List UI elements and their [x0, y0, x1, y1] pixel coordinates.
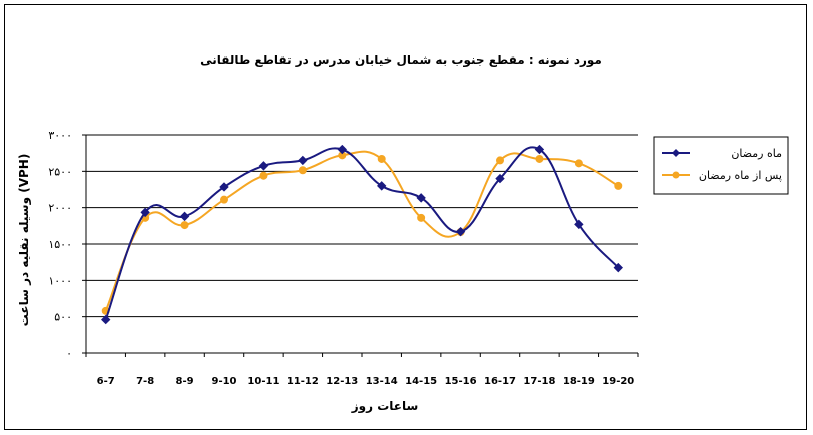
x-tick-label: 19-20: [602, 376, 634, 387]
y-tick-label: ۱۵۰۰: [48, 238, 72, 251]
x-tick-label: 15-16: [445, 376, 477, 387]
data-point: [614, 181, 623, 190]
data-point: [219, 182, 229, 192]
data-point: [258, 161, 269, 171]
x-tick-label: 18-19: [563, 376, 595, 387]
data-point: [416, 193, 426, 203]
data-point: [298, 155, 308, 166]
data-point: [574, 219, 584, 230]
y-tick-label: ۱۰۰۰: [48, 274, 72, 287]
data-point: [574, 159, 583, 168]
x-tick-label: 9-10: [211, 376, 236, 387]
grid-lines: [86, 134, 638, 318]
y-tick-label: ۵۰۰: [54, 311, 72, 324]
x-tick-label: 8-9: [176, 376, 194, 387]
data-point: [179, 211, 190, 222]
data-point: [259, 171, 268, 180]
x-tick-label: 6-7: [97, 376, 115, 387]
x-tick-label: 16-17: [484, 376, 516, 387]
x-tick-label: 17-18: [523, 376, 555, 387]
data-point: [455, 226, 466, 237]
y-tick-labels: ۰ ۵۰۰ ۱۰۰۰ ۱۵۰۰ ۲۰۰۰ ۲۵۰۰ ۳۰۰۰: [48, 129, 86, 360]
y-tick-label: ۰: [66, 347, 72, 360]
x-tick-label: 7-8: [136, 376, 154, 387]
y-tick-label: ۲۰۰۰: [48, 202, 72, 215]
data-point: [101, 314, 111, 325]
data-point: [495, 173, 505, 184]
data-point: [496, 156, 504, 165]
y-tick-label: ۳۰۰۰: [48, 129, 72, 142]
data-point: [220, 195, 228, 204]
legend-marker: [672, 171, 680, 179]
x-tick-label: 12-13: [326, 376, 358, 387]
x-tick-labels: 6-7 7-8 8-9 9-10 10-11 11-12 12-13 13-14 14-15 15…: [85, 353, 639, 387]
data-point: [140, 207, 150, 218]
x-tick-label: 13-14: [366, 376, 398, 387]
legend-entry: پس از ماه رمضان: [662, 169, 782, 182]
x-tick-label: 14-15: [405, 376, 437, 387]
series-layer: [101, 144, 623, 325]
chart-title: مورد نمونه : مقطع جنوب به شمال خیابان مد…: [200, 53, 602, 68]
y-axis-title: وسیله نقلیه در ساعت (VPH): [17, 154, 32, 327]
y-tick-label: ۲۵۰۰: [48, 165, 72, 178]
series-after-ramadan: [101, 150, 623, 315]
data-point: [377, 181, 387, 191]
data-point: [535, 154, 544, 163]
data-point: [377, 154, 386, 163]
legend-marker: [672, 149, 680, 157]
legend-label: پس از ماه رمضان: [699, 169, 782, 182]
x-axis-title: ساعات روز: [351, 399, 419, 414]
data-point: [180, 221, 189, 230]
x-tick-label: 10-11: [247, 376, 279, 387]
legend-label: ماه رمضان: [731, 147, 782, 160]
data-point: [534, 144, 545, 155]
data-point: [613, 262, 623, 273]
legend-box: [653, 136, 789, 195]
x-tick-label: 11-12: [287, 376, 319, 387]
data-point: [417, 213, 426, 222]
data-point: [298, 166, 307, 175]
data-point: [337, 144, 347, 155]
legend-entry: ماه رمضان: [662, 147, 782, 160]
legend: ماه رمضان پس از ماه رمضان: [653, 136, 789, 195]
series-ramadan: [101, 144, 623, 325]
